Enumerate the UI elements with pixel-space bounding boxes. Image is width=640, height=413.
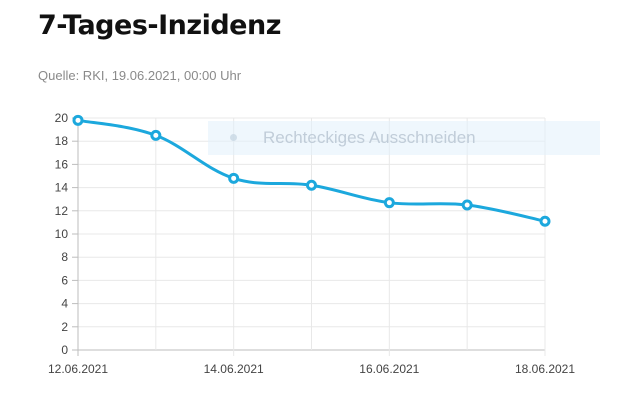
y-tick-label: 6 xyxy=(61,273,68,287)
y-tick-label: 16 xyxy=(55,157,69,171)
data-point[interactable] xyxy=(228,172,240,184)
y-tick-label: 4 xyxy=(61,297,68,311)
dot-icon xyxy=(230,134,237,141)
x-tick-label: 16.06.2021 xyxy=(359,362,419,376)
y-tick-label: 14 xyxy=(55,181,69,195)
y-tick-label: 20 xyxy=(55,111,69,125)
data-point[interactable] xyxy=(150,129,162,141)
data-point[interactable] xyxy=(306,179,317,191)
x-tick-label: 14.06.2021 xyxy=(204,362,264,376)
data-point[interactable] xyxy=(72,114,84,126)
snipping-tool-overlay[interactable]: Rechteckiges Ausschneiden xyxy=(208,121,600,155)
data-point[interactable] xyxy=(539,215,551,227)
overlay-label: Rechteckiges Ausschneiden xyxy=(263,128,476,147)
y-tick-label: 18 xyxy=(55,134,69,148)
x-tick-label: 12.06.2021 xyxy=(48,362,108,376)
source-label: Quelle: RKI, 19.06.2021, 00:00 Uhr xyxy=(38,68,242,83)
y-tick-label: 2 xyxy=(61,320,68,334)
y-tick-label: 0 xyxy=(61,343,68,357)
y-tick-label: 8 xyxy=(61,250,68,264)
page-title: 7-Tages-Inzidenz xyxy=(38,10,281,41)
y-tick-label: 10 xyxy=(55,227,69,241)
data-point[interactable] xyxy=(383,197,395,209)
y-tick-label: 12 xyxy=(55,204,69,218)
data-point[interactable] xyxy=(461,199,473,211)
x-tick-label: 18.06.2021 xyxy=(515,362,575,376)
